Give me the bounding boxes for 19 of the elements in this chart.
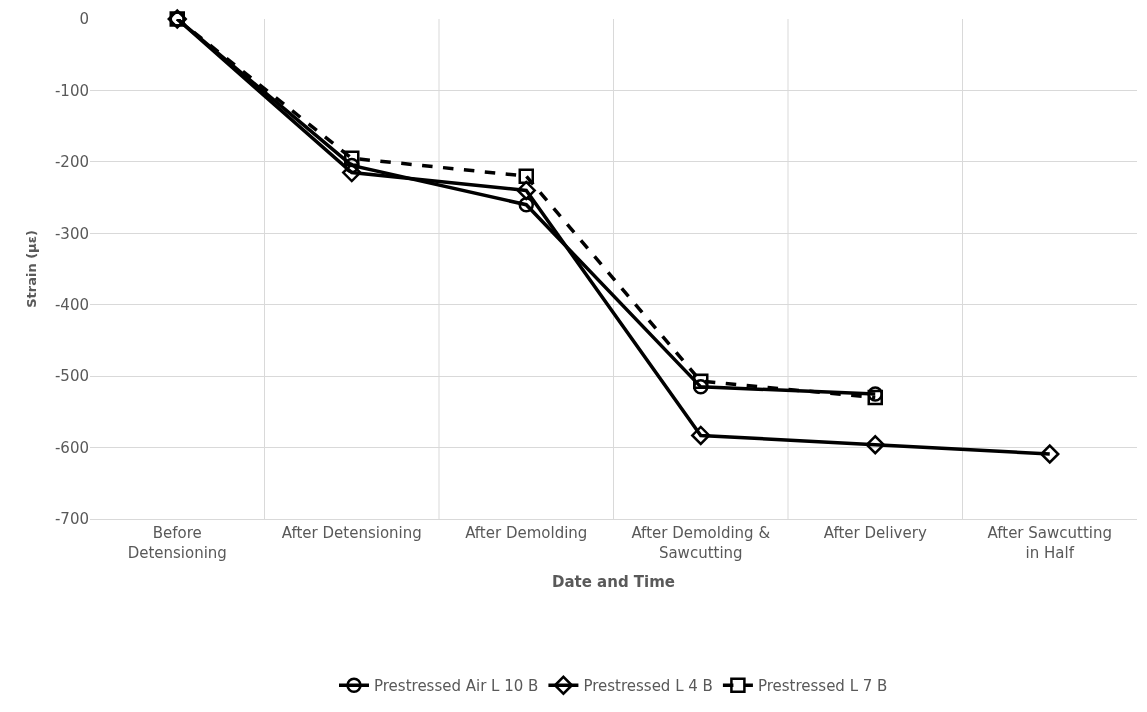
x-tick-label: After Sawcutting in Half — [987, 524, 1112, 562]
x-tick-label: Before Detensioning — [127, 524, 227, 562]
x-tick-label: After Detensioning — [281, 524, 422, 542]
y-axis-title: Strain (µε) — [23, 230, 39, 308]
y-tick-label: -100 — [54, 81, 89, 100]
legend-label: Prestressed L 4 B — [583, 677, 713, 696]
x-tick-label: After Demolding — [465, 524, 588, 542]
legend-label: Prestressed Air L 10 B — [374, 677, 539, 696]
x-axis-title: Date and Time — [551, 572, 676, 591]
legend-label: Prestressed L 7 B — [757, 677, 888, 696]
y-tick-label: -200 — [54, 153, 89, 172]
y-tick-label: 0 — [79, 10, 89, 29]
x-tick-label: After Delivery — [823, 524, 927, 542]
y-tick-label: -700 — [54, 510, 89, 529]
y-tick-label: -500 — [54, 367, 89, 386]
x-tick-label: After Demolding & Sawcutting — [631, 524, 771, 562]
y-tick-label: -600 — [54, 438, 89, 457]
y-tick-label: -400 — [54, 295, 89, 314]
y-tick-label: -300 — [54, 224, 89, 243]
